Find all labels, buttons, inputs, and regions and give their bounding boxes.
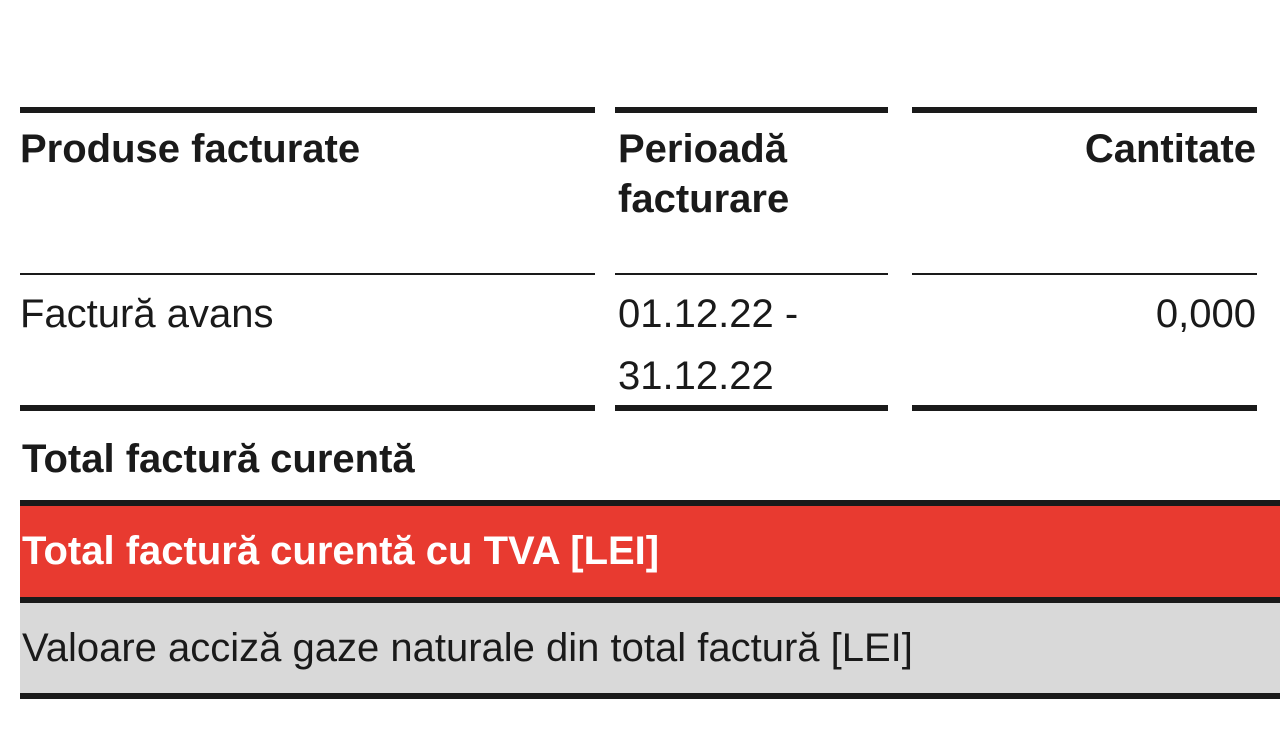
rule (20, 693, 1280, 699)
column-header: Produse facturate (20, 127, 361, 171)
rule (20, 500, 1280, 506)
excise-band: Valoare acciză gaze naturale din total f… (20, 603, 1280, 693)
rule (912, 107, 1257, 113)
rule (20, 597, 1280, 603)
cell: 0,000 (1155, 292, 1256, 336)
rule (615, 405, 888, 411)
total-vat-band: Total factură curentă cu TVA [LEI] (20, 506, 1280, 597)
rule (20, 405, 595, 411)
cell: Factură avans (20, 292, 274, 336)
rule (912, 405, 1257, 411)
rule (615, 273, 888, 275)
cell: 01.12.22 - 31.12.22 (618, 292, 799, 398)
rule (912, 273, 1257, 275)
column-header: Perioadă facturare (618, 127, 790, 221)
total-label: Total factură curentă (22, 437, 415, 481)
column-header: Cantitate (1084, 127, 1256, 171)
rule (20, 273, 595, 275)
rule (615, 107, 888, 113)
rule (20, 107, 595, 113)
